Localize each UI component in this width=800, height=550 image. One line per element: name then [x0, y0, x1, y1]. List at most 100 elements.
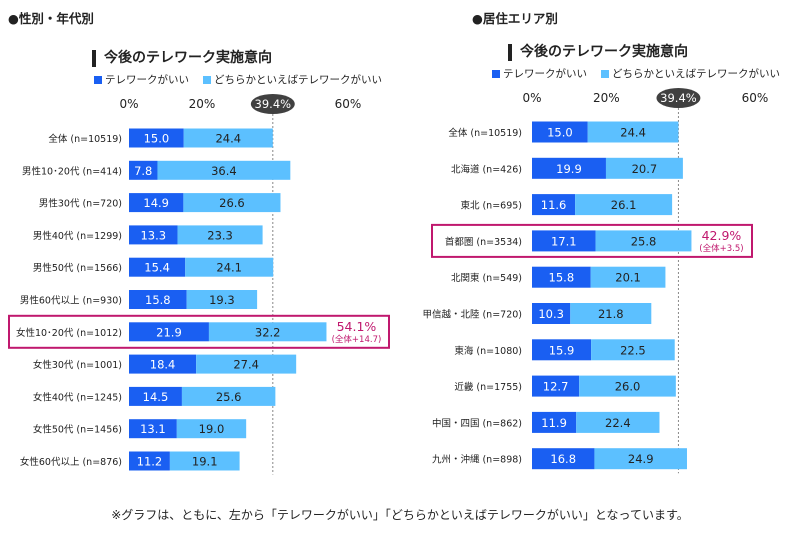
- right-bar-series1: [532, 411, 577, 433]
- right-category-label: 北海道 (n=426): [451, 163, 522, 175]
- right-bar-series1: [532, 121, 588, 143]
- left-bar-series1: [129, 354, 197, 374]
- left-data-label-series1: 14.5: [143, 390, 169, 404]
- left-highlight-note: (全体+14.7): [332, 334, 382, 345]
- right-bar-series1: [532, 339, 592, 361]
- right-data-label-series1: 11.6: [541, 198, 567, 212]
- left-bar-series1: [129, 290, 187, 309]
- right-highlight-box: [431, 223, 753, 258]
- left-category-label: 男性40代 (n=1299): [33, 230, 122, 242]
- right-data-label-series1: 15.0: [547, 126, 573, 140]
- left-category-label: 女性60代以上 (n=876): [20, 456, 122, 468]
- legend-swatch-series2: [601, 69, 609, 78]
- left-tick-label: 20%: [189, 97, 216, 111]
- left-bar-series2: [183, 193, 281, 213]
- right-category-label: 九州・沖縄 (n=898): [432, 454, 522, 466]
- right-data-label-series2: 25.8: [631, 234, 657, 248]
- left-category-label: 女性10･20代 (n=1012): [16, 327, 122, 339]
- left-data-label-series1: 14.9: [143, 196, 169, 210]
- legend-label: テレワークがいい: [105, 74, 189, 86]
- left-category-label: 男性60代以上 (n=930): [20, 295, 122, 307]
- right-data-label-series1: 19.9: [556, 162, 582, 176]
- left-bar-series1: [129, 193, 184, 213]
- right-highlight-total: 42.9%: [702, 228, 742, 243]
- left-bar-series1: [129, 225, 178, 245]
- right-category-label: 東北 (n=695): [460, 200, 522, 212]
- left-category-label: 女性40代 (n=1245): [33, 391, 122, 403]
- legend-swatch-series1: [492, 69, 500, 78]
- left-data-label-series1: 18.4: [150, 358, 176, 372]
- left-data-label-series1: 13.3: [140, 228, 166, 242]
- right-bar-series2: [591, 339, 675, 361]
- right-data-label-series2: 24.9: [628, 452, 654, 466]
- left-data-label-series1: 11.2: [137, 455, 163, 469]
- right-chart-title: 今後のテレワーク実施意向: [508, 44, 688, 61]
- left-legend: テレワークがいい どちらかといえばテレワークがいい: [94, 72, 382, 87]
- left-category-label: 男性30代 (n=720): [39, 198, 122, 210]
- right-bar-series2: [579, 375, 676, 397]
- left-bar-series1: [129, 322, 209, 342]
- right-legend-item-2: どちらかといえばテレワークがいい: [601, 66, 780, 81]
- right-bar-series1: [532, 230, 596, 252]
- left-data-label-series2: 25.6: [216, 390, 242, 404]
- left-bar-series1: [129, 160, 158, 180]
- left-bar-series1: [129, 386, 182, 406]
- left-bar-series2: [176, 419, 247, 439]
- left-bar-series2: [157, 160, 291, 180]
- right-highlight-note: (全体+3.5): [699, 243, 743, 254]
- right-bar-series1: [532, 194, 576, 216]
- right-bar-series2: [590, 266, 666, 288]
- right-data-label-series1: 15.8: [549, 271, 575, 285]
- right-category-label: 近畿 (n=1755): [454, 381, 522, 393]
- right-bar-series2: [605, 157, 683, 179]
- left-data-label-series2: 19.3: [209, 293, 235, 307]
- left-bar-series2: [208, 322, 327, 342]
- right-data-label-series1: 12.7: [543, 380, 569, 394]
- left-highlight-box: [8, 314, 390, 349]
- left-section-heading: ●性別・年代別: [8, 11, 94, 26]
- right-data-label-series2: 24.4: [620, 126, 646, 140]
- right-bar-series2: [594, 448, 687, 470]
- left-category-label: 女性50代 (n=1456): [33, 424, 122, 436]
- left-data-label-series2: 24.1: [216, 261, 242, 275]
- left-tick-label: 60%: [335, 97, 362, 111]
- right-data-label-series1: 16.8: [550, 452, 576, 466]
- left-bar-series2: [186, 290, 258, 309]
- legend-label: テレワークがいい: [503, 68, 587, 80]
- right-category-label: 東海 (n=1080): [454, 345, 522, 357]
- legend-label: どちらかといえばテレワークがいい: [612, 68, 780, 80]
- right-tick-label: 20%: [593, 91, 620, 105]
- right-bar-series2: [575, 194, 673, 216]
- right-bar-series2: [595, 230, 692, 252]
- right-total-label: 39.4%: [660, 91, 697, 105]
- right-category-label: 中国・四国 (n=862): [432, 417, 522, 429]
- right-category-label: 北関東 (n=549): [451, 272, 522, 284]
- legend-swatch-series2: [203, 75, 211, 84]
- left-data-label-series2: 32.2: [255, 325, 281, 339]
- right-data-label-series2: 20.1: [615, 271, 641, 285]
- left-legend-item-1: テレワークがいい: [94, 72, 189, 87]
- left-data-label-series2: 19.1: [192, 455, 218, 469]
- left-data-label-series2: 26.6: [219, 196, 245, 210]
- left-data-label-series1: 7.8: [134, 164, 152, 178]
- right-data-label-series1: 15.9: [549, 343, 575, 357]
- right-bar-series1: [532, 157, 606, 179]
- right-data-label-series2: 20.7: [632, 162, 658, 176]
- right-data-label-series2: 22.5: [620, 343, 646, 357]
- right-category-label: 全体 (n=10519): [448, 127, 522, 139]
- right-bar-series1: [532, 303, 571, 324]
- left-tick-label: 0%: [119, 97, 138, 111]
- left-highlight-total: 54.1%: [337, 319, 377, 334]
- left-bar-series2: [183, 128, 273, 148]
- left-data-label-series2: 19.0: [199, 422, 225, 436]
- left-total-ellipse: [250, 94, 295, 114]
- left-bar-series2: [169, 451, 240, 471]
- legend-swatch-series1: [94, 75, 102, 84]
- right-legend-item-1: テレワークがいい: [492, 66, 587, 81]
- left-total-label: 39.4%: [255, 97, 292, 111]
- right-bar-series1: [532, 448, 595, 470]
- left-data-label-series1: 15.0: [144, 132, 170, 146]
- right-data-label-series2: 21.8: [598, 307, 624, 321]
- right-data-label-series2: 26.1: [611, 198, 637, 212]
